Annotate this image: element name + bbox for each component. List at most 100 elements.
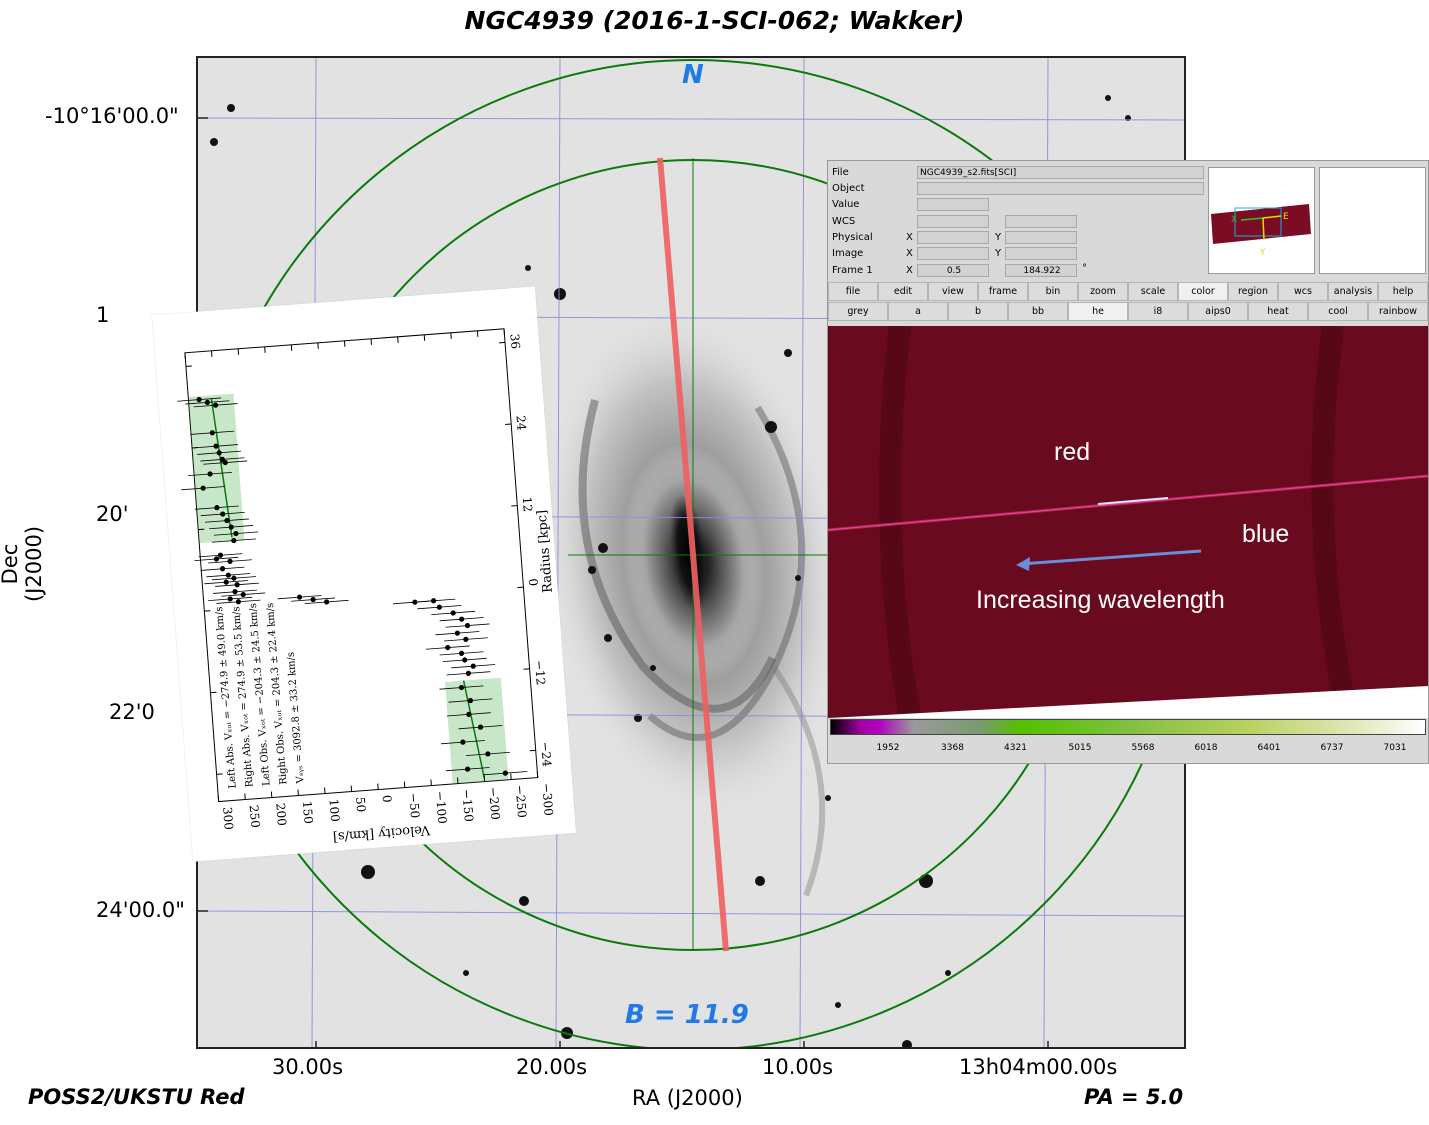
menu-item-region[interactable]: region bbox=[1228, 282, 1278, 301]
data-point bbox=[436, 604, 442, 610]
data-point bbox=[463, 636, 469, 642]
x-tick-label: 300 bbox=[220, 806, 236, 830]
image-y-field[interactable] bbox=[1005, 247, 1077, 260]
x-tick-label: −250 bbox=[513, 784, 529, 818]
colormap-button-heat[interactable]: heat bbox=[1248, 302, 1308, 321]
x-tick-label: −200 bbox=[486, 786, 502, 820]
menu-item-bin[interactable]: bin bbox=[1028, 282, 1078, 301]
data-point bbox=[232, 589, 238, 595]
colormap-button-bb[interactable]: bb bbox=[1008, 302, 1068, 321]
y-axis-label: Radius [kpc] bbox=[535, 509, 556, 593]
colormap-button-aips0[interactable]: aips0 bbox=[1188, 302, 1248, 321]
physical-y-label: Y bbox=[995, 232, 1002, 243]
colormap-button-b[interactable]: b bbox=[948, 302, 1008, 321]
value-field[interactable] bbox=[917, 198, 989, 211]
blue-annotation: blue bbox=[1242, 520, 1290, 548]
data-point bbox=[216, 450, 222, 456]
dec-tick-label: -10°16'00.0" bbox=[45, 104, 179, 128]
menu-item-file[interactable]: file bbox=[828, 282, 878, 301]
frame-label: Frame 1 bbox=[832, 265, 873, 276]
ds9-window[interactable]: File Object Value WCS Physical Image Fra… bbox=[827, 160, 1429, 764]
menu-item-color[interactable]: color bbox=[1178, 282, 1228, 301]
spectrum-image[interactable]: red blue Increasing wavelength bbox=[828, 326, 1428, 718]
data-point bbox=[459, 616, 465, 622]
ra-tick-label: 10.00s bbox=[762, 1055, 834, 1079]
menu-item-scale[interactable]: scale bbox=[1128, 282, 1178, 301]
image-label: Image bbox=[832, 248, 864, 259]
menu-item-analysis[interactable]: analysis bbox=[1328, 282, 1378, 301]
data-point bbox=[204, 399, 210, 405]
stars bbox=[210, 95, 1171, 1047]
data-point bbox=[310, 596, 316, 603]
wcs-field-1[interactable] bbox=[917, 215, 989, 228]
data-point bbox=[231, 537, 237, 544]
x-tick-label: −150 bbox=[459, 788, 475, 822]
object-field[interactable] bbox=[917, 182, 1204, 195]
colormap-bar: grey a b bb he i8 aips0 heat cool rainbow bbox=[828, 302, 1428, 321]
value-label: Value bbox=[832, 199, 860, 210]
colormap-button-rainbow[interactable]: rainbow bbox=[1368, 302, 1428, 321]
colorbar-tick-label: 5568 bbox=[1131, 743, 1155, 753]
data-point bbox=[228, 524, 234, 530]
data-point bbox=[209, 430, 215, 436]
x-tick-label: 100 bbox=[326, 798, 342, 822]
frame-x-label: X bbox=[906, 265, 913, 276]
dec-axis-label: Dec (J2000) bbox=[0, 525, 46, 603]
physical-x-field[interactable] bbox=[917, 231, 989, 244]
data-point bbox=[234, 582, 240, 588]
wcs-field-2[interactable] bbox=[1005, 215, 1077, 228]
survey-label: POSS2/UKSTU Red bbox=[28, 1085, 245, 1109]
dec-tick-label: 22'0 bbox=[109, 700, 155, 724]
data-point bbox=[458, 684, 465, 691]
wcs-label: WCS bbox=[832, 216, 856, 227]
frame-x-field[interactable]: 0.5 bbox=[917, 264, 989, 277]
frame-y-field[interactable]: 184.922 bbox=[1005, 264, 1077, 277]
colormap-button-cool[interactable]: cool bbox=[1308, 302, 1368, 321]
panner-e-label: E bbox=[1283, 212, 1289, 222]
menu-item-view[interactable]: view bbox=[928, 282, 978, 301]
object-label: Object bbox=[832, 183, 865, 194]
data-point bbox=[445, 644, 451, 651]
pa-label: PA = 5.0 bbox=[1084, 1085, 1184, 1109]
data-point bbox=[464, 766, 471, 772]
data-point bbox=[464, 622, 471, 629]
y-tick-label: 0 bbox=[526, 578, 541, 587]
menu-item-help[interactable]: help bbox=[1378, 282, 1428, 301]
data-point bbox=[485, 751, 491, 757]
data-point bbox=[462, 657, 468, 663]
menu-item-frame[interactable]: frame bbox=[978, 282, 1028, 301]
panner[interactable]: E X Y bbox=[1208, 167, 1315, 274]
data-point bbox=[219, 566, 226, 572]
image-y-label: Y bbox=[995, 248, 1002, 259]
data-point bbox=[458, 650, 465, 656]
x-tick-label: 50 bbox=[353, 796, 368, 812]
y-tick-label: 36 bbox=[507, 333, 522, 349]
degree-sign: ° bbox=[1082, 263, 1087, 274]
colormap-button-i8[interactable]: i8 bbox=[1128, 302, 1188, 321]
data-point bbox=[196, 396, 202, 403]
left-fit-box bbox=[188, 393, 245, 544]
image-x-field[interactable] bbox=[917, 247, 989, 260]
data-point bbox=[477, 724, 484, 730]
file-field[interactable]: NGC4939_s2.fits[SCI] bbox=[917, 166, 1204, 179]
colormap-button-a[interactable]: a bbox=[888, 302, 948, 321]
colormap-button-he[interactable]: he bbox=[1068, 302, 1128, 321]
north-label: N bbox=[682, 60, 704, 90]
rotation-curve-plot: 300 250 200 150 100 50 0 −50 −100 −150 −200 −250 −30… bbox=[151, 286, 577, 862]
menu-item-edit[interactable]: edit bbox=[878, 282, 928, 301]
colormap-button-grey[interactable]: grey bbox=[828, 302, 888, 321]
ra-tick-label: 30.00s bbox=[272, 1055, 344, 1079]
legend-entry: Vₛᵧₛ = 3092.8 ± 33.2 km/s bbox=[286, 652, 307, 785]
panner-x-label: X bbox=[1231, 215, 1238, 225]
data-point bbox=[224, 517, 230, 524]
y-tick-label: 12 bbox=[520, 496, 535, 512]
red-annotation: red bbox=[1054, 438, 1091, 466]
colorbar[interactable] bbox=[830, 719, 1426, 735]
physical-y-field[interactable] bbox=[1005, 231, 1077, 244]
menu-item-zoom[interactable]: zoom bbox=[1078, 282, 1128, 301]
y-tick-label: −12 bbox=[532, 660, 548, 686]
ra-tick-label: 13h04m00.00s bbox=[959, 1055, 1118, 1079]
menu-item-wcs[interactable]: wcs bbox=[1278, 282, 1328, 301]
data-point bbox=[467, 697, 474, 704]
spectrum-svg bbox=[828, 326, 1428, 718]
